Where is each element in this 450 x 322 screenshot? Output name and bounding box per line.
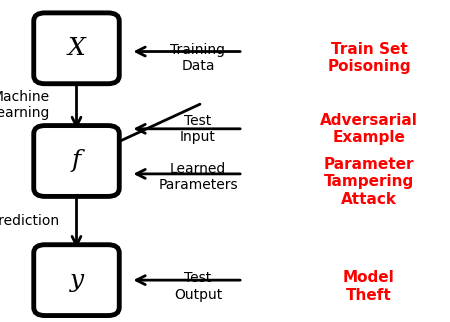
Text: Test
Input: Test Input: [180, 114, 216, 144]
Text: f: f: [72, 149, 81, 173]
Text: Train Set
Poisoning: Train Set Poisoning: [327, 42, 411, 74]
Text: Adversarial
Example: Adversarial Example: [320, 113, 418, 145]
Text: Machine
Learning: Machine Learning: [0, 90, 50, 120]
Text: Training
Data: Training Data: [171, 43, 225, 73]
Text: X: X: [68, 37, 86, 60]
Text: Model
Theft: Model Theft: [343, 270, 395, 303]
Text: y: y: [69, 269, 84, 292]
FancyBboxPatch shape: [34, 126, 119, 196]
Text: Parameter
Tampering
Attack: Parameter Tampering Attack: [324, 157, 414, 207]
FancyBboxPatch shape: [34, 245, 119, 316]
Text: Learned
Parameters: Learned Parameters: [158, 162, 238, 192]
Text: Prediction: Prediction: [0, 213, 59, 228]
Text: Test
Output: Test Output: [174, 271, 222, 302]
FancyBboxPatch shape: [34, 13, 119, 84]
